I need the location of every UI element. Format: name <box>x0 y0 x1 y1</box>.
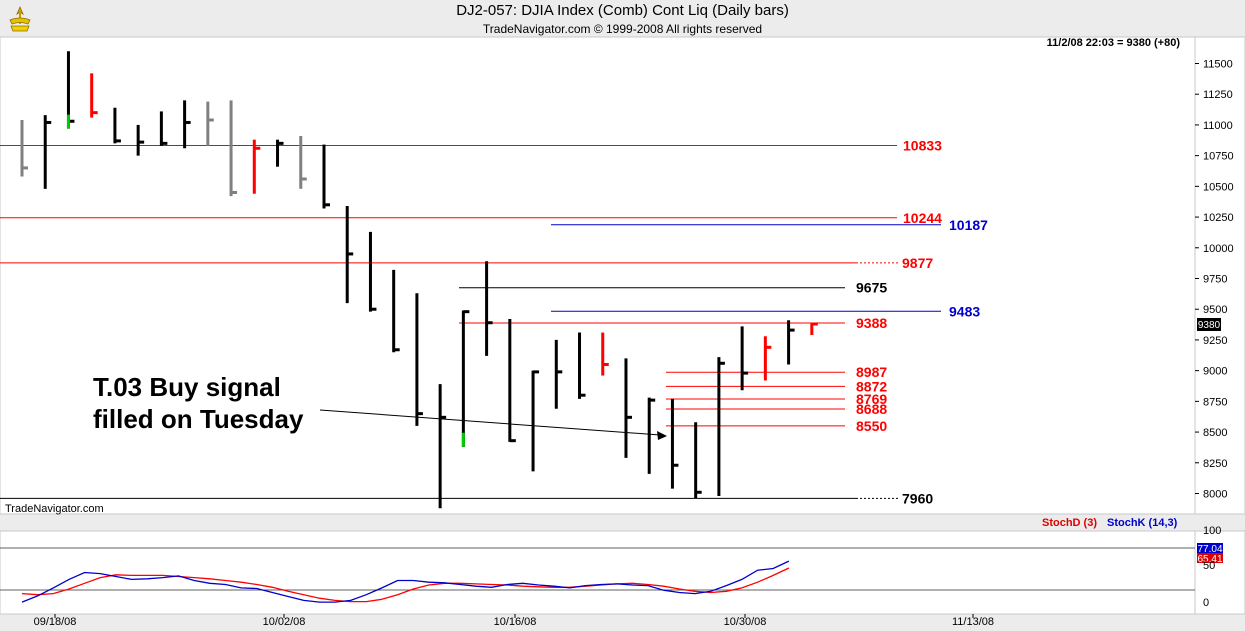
x-axis-label: 10/02/08 <box>263 616 306 628</box>
price-axis-label: 9250 <box>1203 335 1227 347</box>
level-label-9483: 9483 <box>949 303 980 319</box>
level-label-7960: 7960 <box>902 490 933 506</box>
annotation-line-1: T.03 Buy signal <box>93 372 281 402</box>
level-label-10833: 10833 <box>903 137 942 153</box>
price-axis-label: 9750 <box>1203 274 1227 286</box>
level-label-9877: 9877 <box>902 255 933 271</box>
x-axis-label: 10/30/08 <box>724 616 767 628</box>
stochd-value-label: 65.41 <box>1197 554 1222 565</box>
stoch-axis-label: 100 <box>1203 525 1221 537</box>
price-axis-label: 9500 <box>1203 304 1227 316</box>
stochd-legend: StochD (3) <box>1042 517 1097 529</box>
stochd-value-box <box>1197 553 1223 563</box>
x-axis-label: 11/13/08 <box>952 616 994 628</box>
price-axis-label: 8500 <box>1203 427 1227 439</box>
stoch-panel-background <box>0 530 1196 615</box>
level-label-8987: 8987 <box>856 364 887 380</box>
price-axis-label: 8250 <box>1203 458 1227 470</box>
level-label-8688: 8688 <box>856 401 887 417</box>
chart-header: DJ2-057: DJIA Index (Comb) Cont Liq (Dai… <box>0 0 1245 38</box>
price-axis-label: 9000 <box>1203 366 1227 378</box>
level-label-10187: 10187 <box>949 217 988 233</box>
price-axis-label: 8000 <box>1203 489 1227 501</box>
level-label-9675: 9675 <box>856 280 887 296</box>
price-axis-label: 11000 <box>1203 120 1233 132</box>
last-price-label: 9380 <box>1198 320 1221 331</box>
price-axis-label: 10500 <box>1203 181 1234 193</box>
level-label-8550: 8550 <box>856 418 887 434</box>
trade-navigator-logo-icon <box>9 5 31 32</box>
annotation-arrow <box>319 409 661 436</box>
x-axis-label: 10/16/08 <box>494 616 537 628</box>
price-axis-label: 10250 <box>1203 212 1234 224</box>
level-label-8769: 8769 <box>856 391 887 407</box>
price-axis-background <box>1194 36 1245 515</box>
stoch-series-stochk-14-3- <box>21 560 790 603</box>
annotation-line-2: filled on Tuesday <box>93 404 304 434</box>
level-label-8872: 8872 <box>856 378 887 394</box>
price-axis-label: 11250 <box>1203 89 1233 101</box>
stochk-value-label: 77.04 <box>1197 544 1222 555</box>
price-axis-label: 8750 <box>1203 396 1227 408</box>
copyright-text: TradeNavigator.com © 1999-2008 All right… <box>482 22 763 36</box>
stochk-legend: StochK (14,3) <box>1107 517 1178 529</box>
stochk-value-box <box>1197 543 1223 553</box>
level-label-9388: 9388 <box>856 315 887 331</box>
price-axis-label: 11500 <box>1203 59 1233 71</box>
stoch-axis-label: 50 <box>1203 560 1215 572</box>
level-label-10244: 10244 <box>903 210 942 226</box>
last-price-box <box>1197 318 1221 331</box>
chart-title: DJ2-057: DJIA Index (Comb) Cont Liq (Dai… <box>456 2 789 19</box>
green-signal-mark-19 <box>461 432 465 447</box>
stoch-series-stochd-3- <box>21 567 790 603</box>
annotation-arrowhead <box>657 431 667 440</box>
price-panel-background <box>0 36 1196 515</box>
price-axis-label: 10000 <box>1203 243 1234 255</box>
status-readout: 11/2/08 22:03 = 9380 (+80) <box>1047 37 1181 49</box>
price-axis-label: 10750 <box>1203 151 1234 163</box>
watermark-text: TradeNavigator.com <box>5 503 104 515</box>
x-axis-label: 09/18/08 <box>34 616 77 628</box>
stoch-axis-label: 0 <box>1203 597 1209 609</box>
green-signal-mark-2 <box>66 114 70 129</box>
